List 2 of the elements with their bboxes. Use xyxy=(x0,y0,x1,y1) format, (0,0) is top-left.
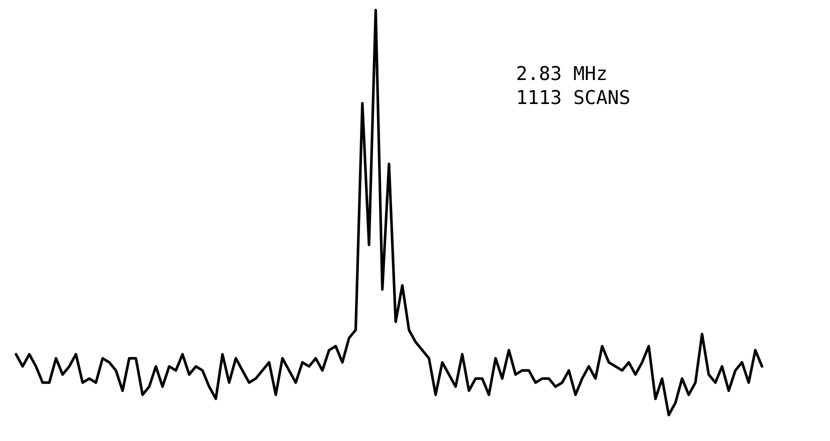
annotation: 1113 SCANS xyxy=(516,87,630,109)
annotation: 2.83 MHz xyxy=(516,63,608,85)
